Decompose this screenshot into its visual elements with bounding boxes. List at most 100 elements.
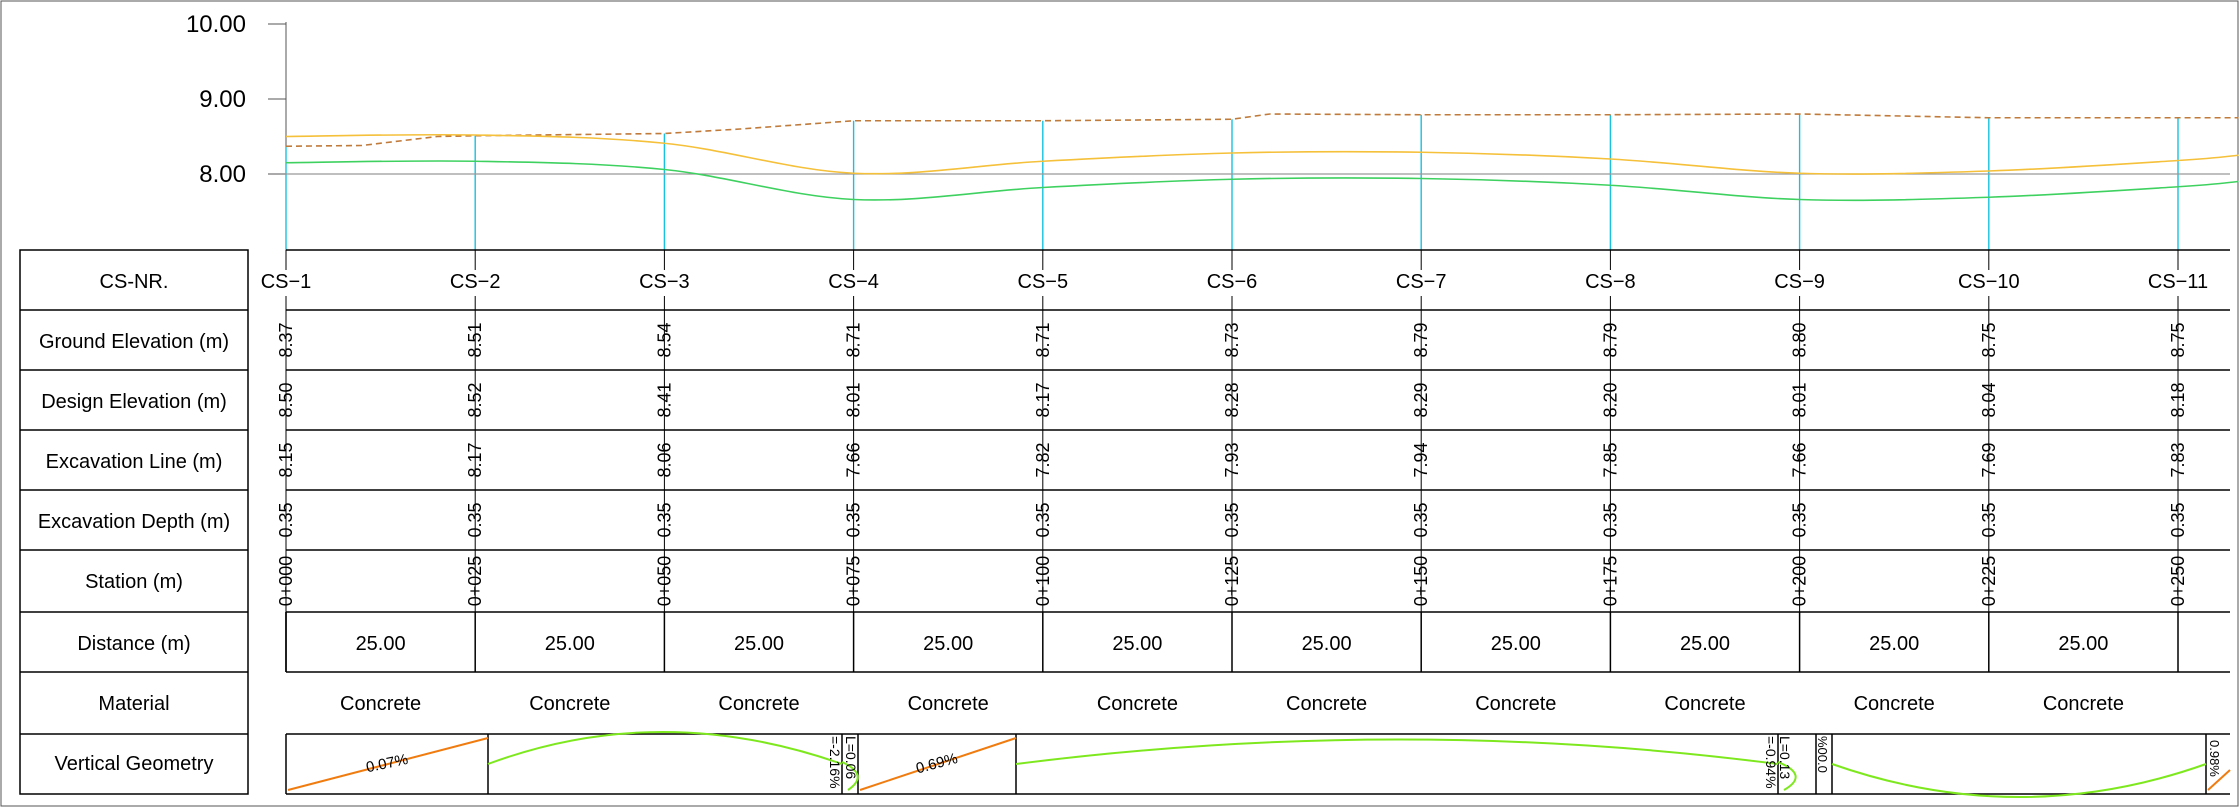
value-design: 8.29 [1411,382,1431,417]
value-design: 8.01 [844,382,864,417]
value-design: 8.04 [1979,382,1999,417]
material-value: Concrete [908,693,989,715]
vg-curve-grade: =-2.16% [827,736,843,789]
cs-label: CS−8 [1585,271,1636,293]
value-design: 8.18 [2168,382,2188,417]
series-line-design [285,133,2239,175]
y-tick-label: 9.00 [199,86,246,113]
row-label-station: Station (m) [85,571,183,593]
vg-curve [487,731,843,765]
row-label-excavation-line: Excavation Line (m) [46,451,223,473]
table-cells: CS−1 8.37 8.50 8.15 0.35 0+000 CS−2 8.51 8.52 8.1… [261,250,2208,715]
cs-label: CS−1 [261,271,312,293]
material-value: Concrete [1475,693,1556,715]
value-excavation-line: 7.94 [1411,442,1431,477]
material-value: Concrete [1854,693,1935,715]
value-excavation-depth: 0.35 [654,502,674,537]
distance-value: 25.00 [2058,633,2108,655]
value-excavation-line: 7.93 [1222,442,1242,477]
cs-label: CS−3 [639,271,690,293]
distance-value: 25.00 [734,633,784,655]
distance-value: 25.00 [1302,633,1352,655]
value-excavation-depth: 0.35 [844,502,864,537]
value-station: 0+050 [654,556,674,607]
value-design: 8.52 [465,382,485,417]
vg-curve [1831,763,2207,798]
value-station: 0+025 [465,556,485,607]
value-excavation-line: 7.69 [1979,442,1999,477]
value-excavation-depth: 0.35 [465,502,485,537]
material-value: Concrete [1664,693,1745,715]
cs-label: CS−2 [450,271,501,293]
distance-value: 25.00 [923,633,973,655]
value-ground: 8.51 [465,322,485,357]
distance-value: 25.00 [1869,633,1919,655]
vg-curve-small [1777,761,1797,791]
material-value: Concrete [529,693,610,715]
value-excavation-depth: 0.35 [1790,502,1810,537]
value-ground: 8.71 [844,322,864,357]
series-line-ground [285,113,2239,148]
value-station: 0+125 [1222,556,1242,607]
value-ground: 8.80 [1790,322,1810,357]
value-ground: 8.37 [276,322,296,357]
row-label-ground: Ground Elevation (m) [39,331,229,353]
value-ground: 8.75 [1979,322,1999,357]
row-label-excavation-depth: Excavation Depth (m) [38,511,230,533]
material-value: Concrete [1286,693,1367,715]
value-excavation-depth: 0.35 [1411,502,1431,537]
value-station: 0+175 [1600,556,1620,607]
row-label-cs-nr: CS-NR. [100,271,169,293]
material-value: Concrete [340,693,421,715]
vg-tangent [2207,769,2231,791]
vg-curve-small [841,761,859,791]
profile-lines [285,113,2239,202]
value-excavation-depth: 0.35 [2168,502,2188,537]
value-excavation-line: 7.66 [844,442,864,477]
cs-label: CS−7 [1396,271,1447,293]
value-ground: 8.73 [1222,322,1242,357]
vg-curve-percent: %00.0 [1815,736,1830,773]
cs-label: CS−11 [2148,271,2208,293]
data-table: CS-NR. Ground Elevation (m) Design Eleva… [19,249,2230,795]
value-ground: 8.79 [1411,322,1431,357]
value-station: 0+250 [2168,556,2188,607]
station-lines [285,114,2179,250]
cs-label: CS−4 [828,271,879,293]
vg-end-grade: 0.98% [2207,740,2222,777]
value-station: 0+075 [844,556,864,607]
value-excavation-line: 7.85 [1600,442,1620,477]
distance-value: 25.00 [545,633,595,655]
value-design: 8.17 [1033,382,1053,417]
cs-label: CS−10 [1958,271,2020,293]
vertical-geometry-row: 0.07% =-2.16% L=0.06 0.69% =-0.94% L=0.1… [287,731,2231,798]
vg-tangent [287,737,489,791]
row-label-material: Material [98,693,169,715]
value-excavation-line: 7.82 [1033,442,1053,477]
value-ground: 8.75 [2168,322,2188,357]
value-station: 0+225 [1979,556,1999,607]
value-excavation-line: 8.06 [654,442,674,477]
material-value: Concrete [2043,693,2124,715]
vg-tangent [859,737,1017,791]
value-station: 0+000 [276,556,296,607]
vg-curve-length: L=0.13 [1777,736,1793,779]
distance-value: 25.00 [1491,633,1541,655]
row-label-distance: Distance (m) [77,633,190,655]
distance-value: 25.00 [356,633,406,655]
value-design: 8.41 [654,382,674,417]
distance-value: 25.00 [1680,633,1730,655]
value-excavation-depth: 0.35 [1222,502,1242,537]
value-excavation-depth: 0.35 [1600,502,1620,537]
vg-curve [1015,738,1779,765]
value-excavation-depth: 0.35 [1033,502,1053,537]
value-design: 8.20 [1600,382,1620,417]
label-column-border [19,249,249,795]
row-label-vertical-geometry: Vertical Geometry [55,753,214,775]
series-line-excavation [285,160,2239,202]
cs-label: CS−6 [1207,271,1258,293]
value-excavation-line: 7.66 [1790,442,1810,477]
vg-curve-length: L=0.06 [843,736,859,779]
